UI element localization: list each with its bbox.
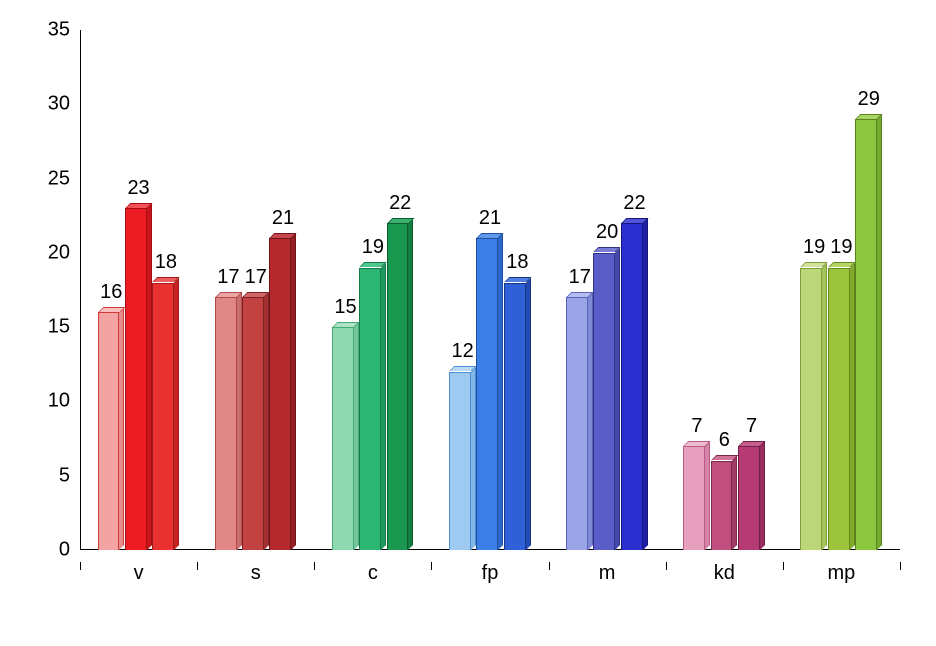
y-tick-label: 35 — [48, 19, 70, 42]
x-category-label: v — [134, 562, 144, 585]
y-tick-label: 0 — [59, 539, 70, 562]
bar-value-label: 21 — [272, 207, 294, 230]
bar-face — [800, 268, 822, 550]
bar-side — [408, 218, 413, 550]
bar-face — [215, 297, 237, 550]
bar-face — [855, 119, 877, 550]
x-axis-tick — [549, 562, 550, 570]
x-category-label: s — [251, 562, 261, 585]
bar-value-label: 29 — [858, 88, 880, 111]
bar-value-label: 12 — [452, 340, 474, 363]
bar-value-label: 22 — [623, 192, 645, 215]
bar-face — [359, 268, 381, 550]
bar-value-label: 7 — [691, 415, 702, 438]
bar-face — [476, 238, 498, 550]
bar-value-label: 15 — [334, 296, 356, 319]
bar-value-label: 6 — [719, 429, 730, 452]
bar-value-label: 17 — [569, 266, 591, 289]
x-category-label: fp — [482, 562, 499, 585]
bar-value-label: 22 — [389, 192, 411, 215]
y-tick-label: 5 — [59, 464, 70, 487]
bar-side — [760, 441, 765, 550]
plot-area: vscfpmkdmp 05101520253035162318171721151… — [80, 30, 900, 550]
bar-value-label: 23 — [127, 177, 149, 200]
bar-face — [566, 297, 588, 550]
bar-face — [828, 268, 850, 550]
x-axis-tick — [783, 562, 784, 570]
x-category-label: mp — [828, 562, 856, 585]
bar-face — [738, 446, 760, 550]
bar-face — [504, 283, 526, 550]
bar-value-label: 7 — [746, 415, 757, 438]
bar-side — [174, 277, 179, 550]
bar-face — [387, 223, 409, 550]
bar-face — [332, 327, 354, 550]
bar-face — [711, 461, 733, 550]
bar-value-label: 19 — [362, 236, 384, 259]
x-axis-tick — [197, 562, 198, 570]
bar-face — [152, 283, 174, 550]
bar-value-label: 18 — [155, 251, 177, 274]
bar-value-label: 21 — [479, 207, 501, 230]
bar-side — [526, 277, 531, 550]
y-tick-label: 20 — [48, 241, 70, 264]
y-tick-label: 10 — [48, 390, 70, 413]
x-axis-tick — [80, 562, 81, 570]
x-category-label: m — [599, 562, 616, 585]
y-tick-label: 30 — [48, 93, 70, 116]
y-tick-label: 25 — [48, 167, 70, 190]
bar-side — [877, 114, 882, 550]
x-axis-tick — [431, 562, 432, 570]
bar-value-label: 19 — [803, 236, 825, 259]
x-axis-tick — [666, 562, 667, 570]
bar-face — [98, 312, 120, 550]
y-tick-label: 15 — [48, 316, 70, 339]
bar-value-label: 16 — [100, 281, 122, 304]
x-axis-tick — [314, 562, 315, 570]
bar-value-label: 18 — [506, 251, 528, 274]
bar-face — [242, 297, 264, 550]
bar-face — [621, 223, 643, 550]
x-category-label: c — [368, 562, 378, 585]
x-axis-tick — [900, 562, 901, 570]
bar-value-label: 17 — [217, 266, 239, 289]
bar-side — [291, 233, 296, 550]
bar-value-label: 17 — [245, 266, 267, 289]
x-category-label: kd — [714, 562, 735, 585]
bar-face — [683, 446, 705, 550]
bar-chart: v s c fp m kd mp 0 5 10 15 20 25 30 35 16 23 18 17 17 21 15 1… — [0, 0, 936, 646]
bar-face — [269, 238, 291, 550]
bar-face — [125, 208, 147, 550]
bar-value-label: 19 — [830, 236, 852, 259]
bar-face — [593, 253, 615, 550]
y-axis-line — [80, 30, 81, 550]
bar-value-label: 20 — [596, 221, 618, 244]
bar-face — [449, 372, 471, 550]
bar-side — [643, 218, 648, 550]
